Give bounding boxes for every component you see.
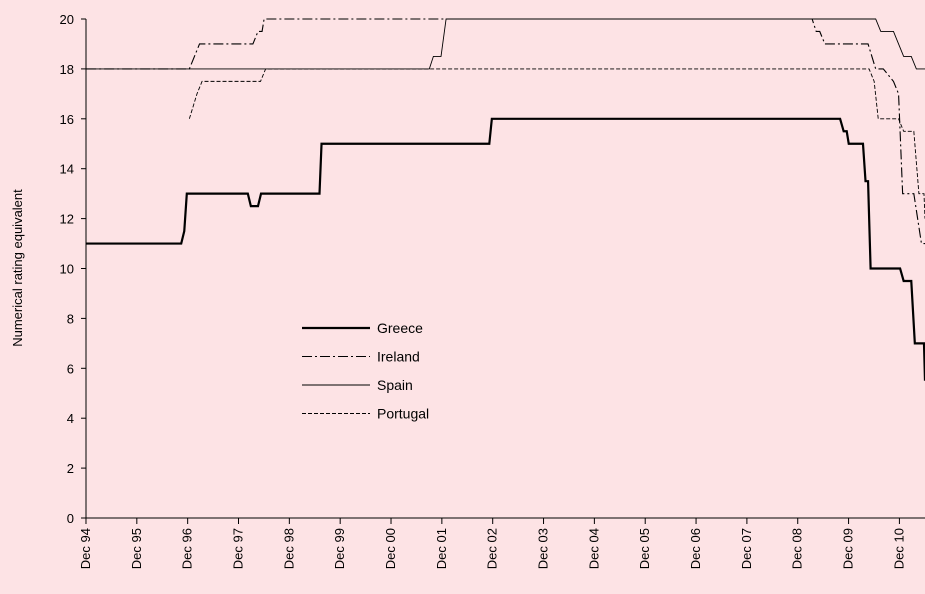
x-tick-label: Dec 03 [536,528,551,569]
y-tick-label: 6 [67,361,74,376]
legend-label-spain: Spain [377,377,413,393]
x-tick-label: Dec 95 [129,528,144,569]
y-tick-label: 20 [60,12,74,27]
series-line-portugal [188,68,925,219]
y-tick-label: 2 [67,461,74,476]
x-tick-label: Dec 05 [637,528,652,569]
series-line-greece [86,117,925,381]
x-tick-label: Dec 08 [790,528,805,569]
x-tick-label: Dec 99 [332,528,347,569]
y-axis-title: Numerical rating equivalent [10,189,25,347]
legend: Greece Ireland Spain Portugal [302,320,429,422]
x-tick-label: Dec 94 [78,528,93,569]
y-tick-label: 10 [60,262,74,277]
x-tick-label: Dec 07 [739,528,754,569]
series-line-ireland [86,18,925,245]
x-tick-label: Dec 02 [485,528,500,569]
y-axis-ticks: 0 2 4 6 8 10 12 14 16 18 20 [60,12,86,526]
x-tick-label: Dec 06 [688,528,703,569]
x-tick-label: Dec 96 [180,528,195,569]
x-tick-label: Dec 09 [841,528,856,569]
y-tick-label: 8 [67,311,74,326]
legend-label-portugal: Portugal [377,406,429,422]
legend-label-greece: Greece [377,320,423,336]
y-tick-label: 16 [60,112,74,127]
x-tick-label: Dec 01 [434,528,449,569]
x-axis-ticks: Dec 94 Dec 95 Dec 96 Dec 97 Dec 98 Dec 99 Dec … [78,518,906,569]
y-tick-label: 18 [60,62,74,77]
series-layer [86,18,925,381]
x-tick-label: Dec 00 [383,528,398,569]
y-tick-label: 0 [67,511,74,526]
y-tick-label: 12 [60,212,74,227]
y-tick-label: 14 [60,162,74,177]
legend-label-ireland: Ireland [377,349,420,365]
y-tick-label: 4 [67,411,74,426]
x-tick-label: Dec 10 [891,528,906,569]
x-tick-label: Dec 04 [586,528,601,569]
series-line-spain [86,18,925,70]
x-tick-label: Dec 97 [231,528,246,569]
x-tick-label: Dec 98 [281,528,296,569]
